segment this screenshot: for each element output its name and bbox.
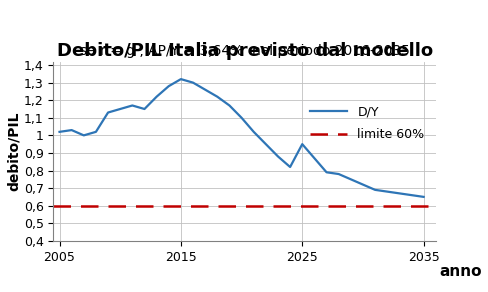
Legend: D/Y, limite 60%: D/Y, limite 60% — [304, 100, 428, 146]
D/Y — [359, 183, 365, 186]
D/Y — [384, 190, 389, 193]
D/Y — [286, 165, 292, 169]
D/Y — [347, 178, 353, 181]
D/Y — [93, 130, 99, 134]
D/Y — [214, 95, 220, 98]
D/Y — [105, 111, 111, 114]
D/Y — [69, 128, 75, 132]
D/Y — [178, 77, 183, 81]
D/Y — [396, 192, 402, 195]
Text: anno: anno — [439, 264, 481, 279]
Title: Debito/PIL Italia previsto dal modello: Debito/PIL Italia previsto dal modello — [57, 42, 432, 60]
D/Y — [57, 130, 62, 134]
D/Y — [250, 130, 256, 134]
D/Y — [165, 84, 171, 88]
D/Y — [371, 188, 377, 192]
D/Y — [323, 171, 329, 174]
D/Y — [407, 193, 413, 197]
D/Y — [81, 134, 86, 137]
D/Y — [238, 116, 244, 119]
Y-axis label: debito/PIL: debito/PIL — [7, 112, 21, 191]
D/Y — [263, 142, 268, 146]
Text: se r = g , AP/Y = 3,64%  nel periodo 2016-2035: se r = g , AP/Y = 3,64% nel periodo 2016… — [80, 44, 409, 58]
D/Y — [335, 172, 341, 176]
D/Y — [274, 155, 280, 158]
Line: D/Y: D/Y — [60, 79, 423, 197]
D/Y — [311, 157, 317, 160]
D/Y — [299, 142, 305, 146]
D/Y — [141, 107, 147, 111]
D/Y — [226, 104, 232, 107]
D/Y — [190, 81, 196, 84]
D/Y — [153, 95, 159, 98]
D/Y — [129, 104, 135, 107]
D/Y — [117, 107, 123, 111]
D/Y — [420, 195, 426, 199]
D/Y — [202, 88, 208, 91]
